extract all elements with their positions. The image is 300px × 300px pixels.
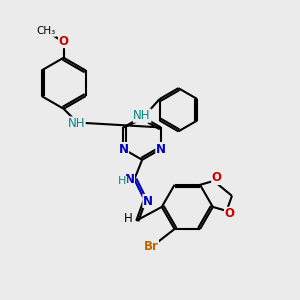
Text: O: O	[224, 207, 235, 220]
Text: H: H	[118, 176, 127, 186]
Text: H: H	[124, 212, 133, 225]
Text: CH₃: CH₃	[36, 26, 56, 36]
Text: N: N	[156, 142, 166, 155]
Text: O: O	[58, 34, 69, 48]
Text: N: N	[118, 142, 128, 155]
Text: NH: NH	[133, 109, 151, 122]
Text: NH: NH	[68, 117, 85, 130]
Text: O: O	[212, 172, 222, 184]
Text: Br: Br	[143, 240, 158, 253]
Text: N: N	[137, 110, 147, 123]
Text: N: N	[143, 194, 153, 208]
Text: N: N	[124, 173, 134, 186]
